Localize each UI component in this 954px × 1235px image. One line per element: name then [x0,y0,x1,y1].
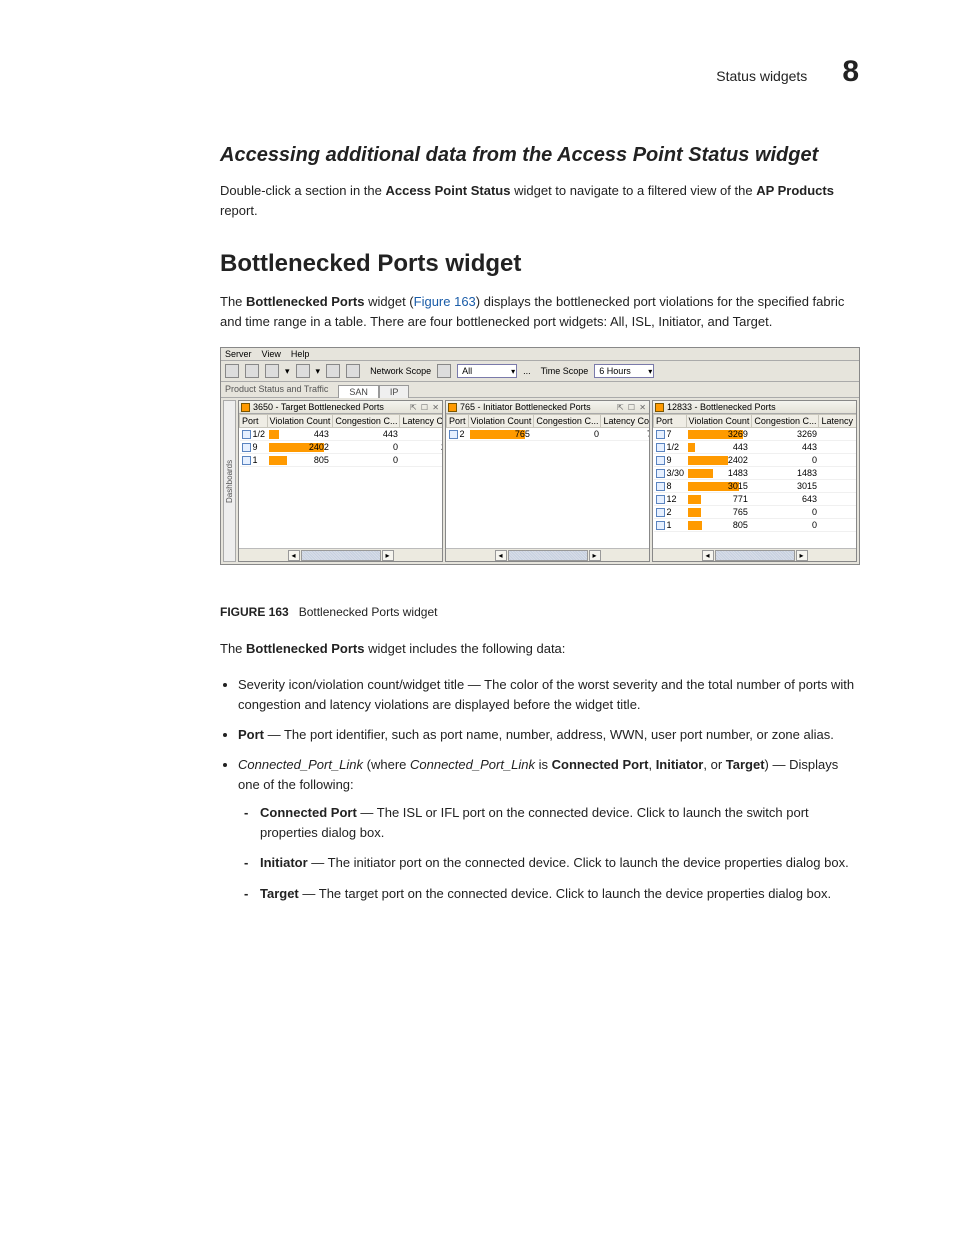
panel: 12833 - Bottlenecked Ports PortViolation … [652,400,857,562]
menu-item[interactable]: Server [225,349,252,359]
port-icon [242,456,251,465]
table-row[interactable]: 924020 [654,454,857,467]
port-icon [242,443,251,452]
port-icon [656,430,665,439]
list-item: Port — The port identifier, such as port… [238,725,859,745]
figure-link[interactable]: Figure 163 [414,294,476,309]
section-intro: The Bottlenecked Ports widget (Figure 16… [220,292,859,331]
figure-caption: FIGURE 163Bottlenecked Ports widget [220,605,859,619]
column-header[interactable]: Violation Count [267,415,333,428]
table-row[interactable]: 1/2443443 [654,441,857,454]
port-icon [656,521,665,530]
port-icon [656,456,665,465]
intro-paragraph: Double-click a section in the Access Poi… [220,181,859,220]
list-item: Connected Port — The ISL or IFL port on … [260,803,859,843]
table-row[interactable]: 732693269 [654,428,857,441]
menu-item[interactable]: View [262,349,281,359]
list-item: Severity icon/violation count/widget tit… [238,675,859,715]
panel: 3650 - Target Bottlenecked Ports ⇱ ☐ ✕ Por… [238,400,443,562]
after-figure-paragraph: The Bottlenecked Ports widget includes t… [220,639,859,659]
section-heading: Bottlenecked Ports widget [220,250,859,278]
network-scope-label: Network Scope [370,366,431,376]
table-row[interactable]: 9240202402S [240,441,443,454]
panel-controls[interactable]: ⇱ ☐ ✕ [617,403,647,412]
panel-title-text: 12833 - Bottlenecked Ports [667,402,776,412]
toolbar-icon[interactable] [326,364,340,378]
column-header[interactable]: Port [447,415,469,428]
toolbar-icon[interactable] [346,364,360,378]
bullet-list: Severity icon/violation count/widget tit… [220,675,859,904]
data-table: PortViolation CountCongestion C...Latenc… [446,414,649,441]
time-scope-combo[interactable]: 6 Hours [594,364,654,378]
table-row[interactable]: 18050805S [240,454,443,467]
port-icon [656,508,665,517]
data-table: PortViolation CountCongestion C...Latenc… [653,414,856,532]
list-item: Connected_Port_Link (where Connected_Por… [238,755,859,904]
table-row[interactable]: 27650765S [447,428,650,441]
severity-icon [448,403,457,412]
subsection-heading: Accessing additional data from the Acces… [220,144,859,167]
data-table: PortViolation CountCongestion C...Latenc… [239,414,442,467]
menubar: Server View Help [221,348,859,361]
network-scope-combo[interactable]: All [457,364,517,378]
port-icon [656,495,665,504]
panel-title-text: 3650 - Target Bottlenecked Ports [253,402,384,412]
table-row[interactable]: 27650 [654,506,857,519]
column-header[interactable]: Port [654,415,687,428]
tabbar: Product Status and Traffic SANIP [221,382,859,398]
toolbar-icon[interactable] [245,364,259,378]
column-header[interactable]: Congestion C... [752,415,819,428]
page-header: Status widgets 8 [220,55,859,89]
column-header[interactable]: Latency Count [819,415,856,428]
horizontal-scrollbar[interactable]: ◂▸ [446,548,649,561]
table-row[interactable]: 12771643 [654,493,857,506]
header-label: Status widgets [716,68,807,84]
toolbar-icon[interactable] [265,364,279,378]
column-header[interactable]: Latency Count [400,415,442,428]
severity-icon [241,403,250,412]
column-header[interactable]: Latency Count [601,415,649,428]
scope-icon[interactable] [437,364,451,378]
horizontal-scrollbar[interactable]: ◂▸ [653,548,856,561]
side-tab-dashboards[interactable]: Dashboards [223,400,236,562]
table-row[interactable]: 1/24434430D [240,428,443,441]
toolbar: ▾ ▾ Network Scope All ... Time Scope 6 H… [221,361,859,382]
column-header[interactable]: Port [240,415,268,428]
sub-list: Connected Port — The ISL or IFL port on … [238,803,859,904]
chapter-number: 8 [842,55,859,89]
column-header[interactable]: Violation Count [468,415,534,428]
tab-san[interactable]: SAN [338,385,379,398]
port-icon [656,443,665,452]
table-row[interactable]: 3/3014831483 [654,467,857,480]
panel-controls[interactable]: ⇱ ☐ ✕ [410,403,440,412]
column-header[interactable]: Congestion C... [534,415,601,428]
table-row[interactable]: 830153015 [654,480,857,493]
column-header[interactable]: Congestion C... [333,415,400,428]
horizontal-scrollbar[interactable]: ◂▸ [239,548,442,561]
column-header[interactable]: Violation Count [686,415,752,428]
list-item: Initiator — The initiator port on the co… [260,853,859,873]
list-item: Target — The target port on the connecte… [260,884,859,904]
port-icon [656,469,665,478]
port-icon [242,430,251,439]
port-icon [656,482,665,491]
toolbar-icon[interactable] [225,364,239,378]
panel: 765 - Initiator Bottlenecked Ports ⇱ ☐ ✕ P… [445,400,650,562]
menu-item[interactable]: Help [291,349,310,359]
severity-icon [655,403,664,412]
time-scope-label: Time Scope [541,366,589,376]
table-row[interactable]: 18050 [654,519,857,532]
panel-title-text: 765 - Initiator Bottlenecked Ports [460,402,591,412]
port-icon [449,430,458,439]
tab-ip[interactable]: IP [379,385,410,398]
figure-screenshot: Server View Help ▾ ▾ Network Scope All ...… [220,347,860,565]
toolbar-icon[interactable] [296,364,310,378]
